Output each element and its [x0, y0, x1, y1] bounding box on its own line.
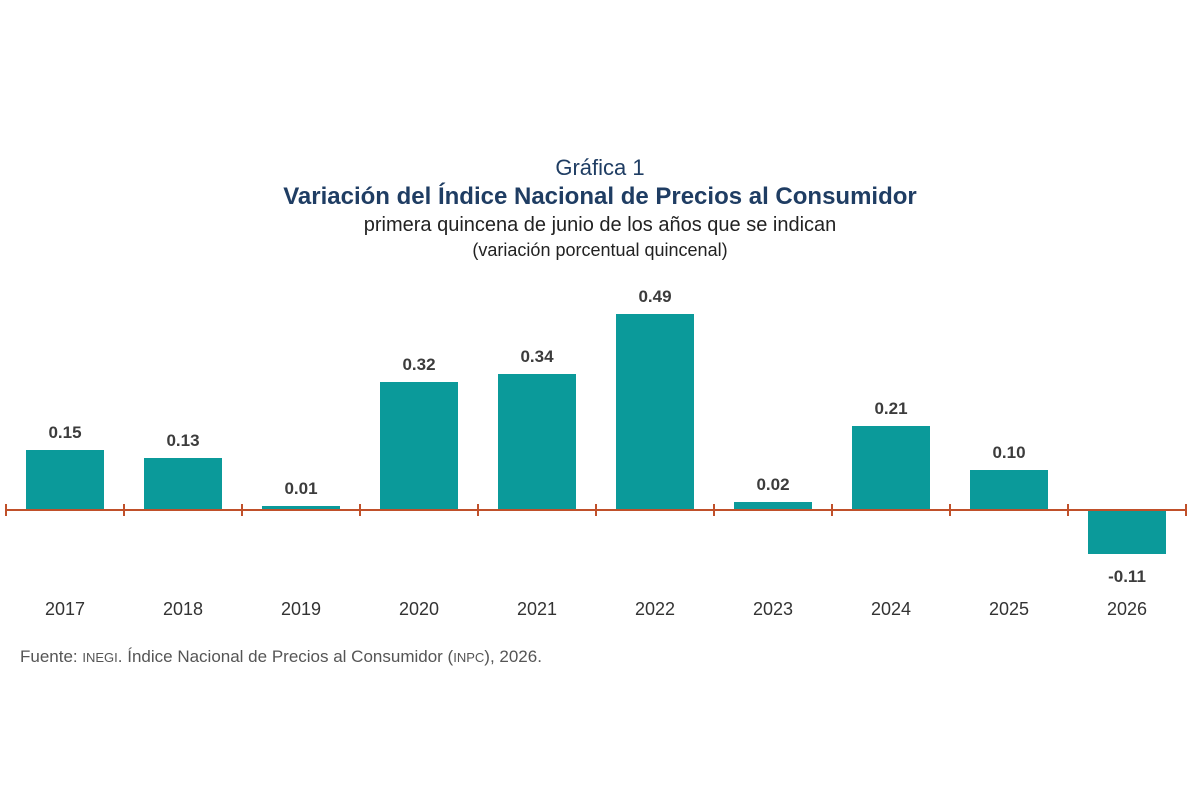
value-label-2017: 0.15	[48, 423, 81, 442]
value-labels: 0.15 0.13 0.01 0.32 0.34 0.49 0.02 0.21 0.10 -0.1…	[48, 287, 1145, 586]
tick-label-2019: 2019	[281, 599, 321, 619]
source-note: Fuente: INEGI. Índice Nacional de Precio…	[20, 647, 542, 667]
value-label-2018: 0.13	[166, 431, 199, 450]
value-label-2026: -0.11	[1108, 567, 1146, 586]
chart-units: (variación porcentual quincenal)	[472, 240, 728, 260]
chart-subtitle: primera quincena de junio de los años qu…	[363, 214, 837, 236]
chart-number-label: Gráfica 1	[555, 155, 645, 180]
bar-2023	[734, 502, 812, 510]
source-abbr: INPC	[453, 650, 485, 665]
category-labels: 2017 2018 2019 2020 2021 2022 2023 2024 2025 2026	[45, 599, 1147, 619]
tick-label-2023: 2023	[753, 599, 793, 619]
source-suffix: ), 2026.	[484, 647, 542, 666]
tick-label-2022: 2022	[635, 599, 675, 619]
source-org: INEGI	[82, 650, 118, 665]
source-mid: . Índice Nacional de Precios al Consumid…	[117, 647, 454, 666]
bar-2021	[498, 374, 576, 510]
bar-2022	[616, 314, 694, 510]
tick-label-2024: 2024	[871, 599, 911, 619]
value-label-2019: 0.01	[284, 479, 317, 498]
value-label-2024: 0.21	[874, 399, 907, 418]
bar-2019	[262, 506, 340, 510]
tick-label-2026: 2026	[1107, 599, 1147, 619]
value-label-2022: 0.49	[638, 287, 671, 306]
bar-2025	[970, 470, 1048, 510]
value-label-2025: 0.10	[992, 443, 1025, 462]
tick-label-2025: 2025	[989, 599, 1029, 619]
value-label-2020: 0.32	[402, 355, 435, 374]
value-label-2021: 0.34	[520, 347, 554, 366]
chart-title: Variación del Índice Nacional de Precios…	[283, 183, 917, 210]
bars-layer	[26, 314, 1166, 554]
tick-label-2020: 2020	[399, 599, 439, 619]
bar-2020	[380, 382, 458, 510]
tick-label-2021: 2021	[517, 599, 557, 619]
tick-label-2018: 2018	[163, 599, 203, 619]
value-label-2023: 0.02	[756, 475, 789, 494]
source-prefix: Fuente:	[20, 647, 83, 666]
bar-2026	[1088, 510, 1166, 554]
x-axis	[5, 504, 1187, 516]
bar-2018	[144, 458, 222, 510]
chart-header: Gráfica 1 Variación del Índice Nacional …	[0, 154, 1200, 262]
bar-2024	[852, 426, 930, 510]
tick-label-2017: 2017	[45, 599, 85, 619]
bar-2017	[26, 450, 104, 510]
